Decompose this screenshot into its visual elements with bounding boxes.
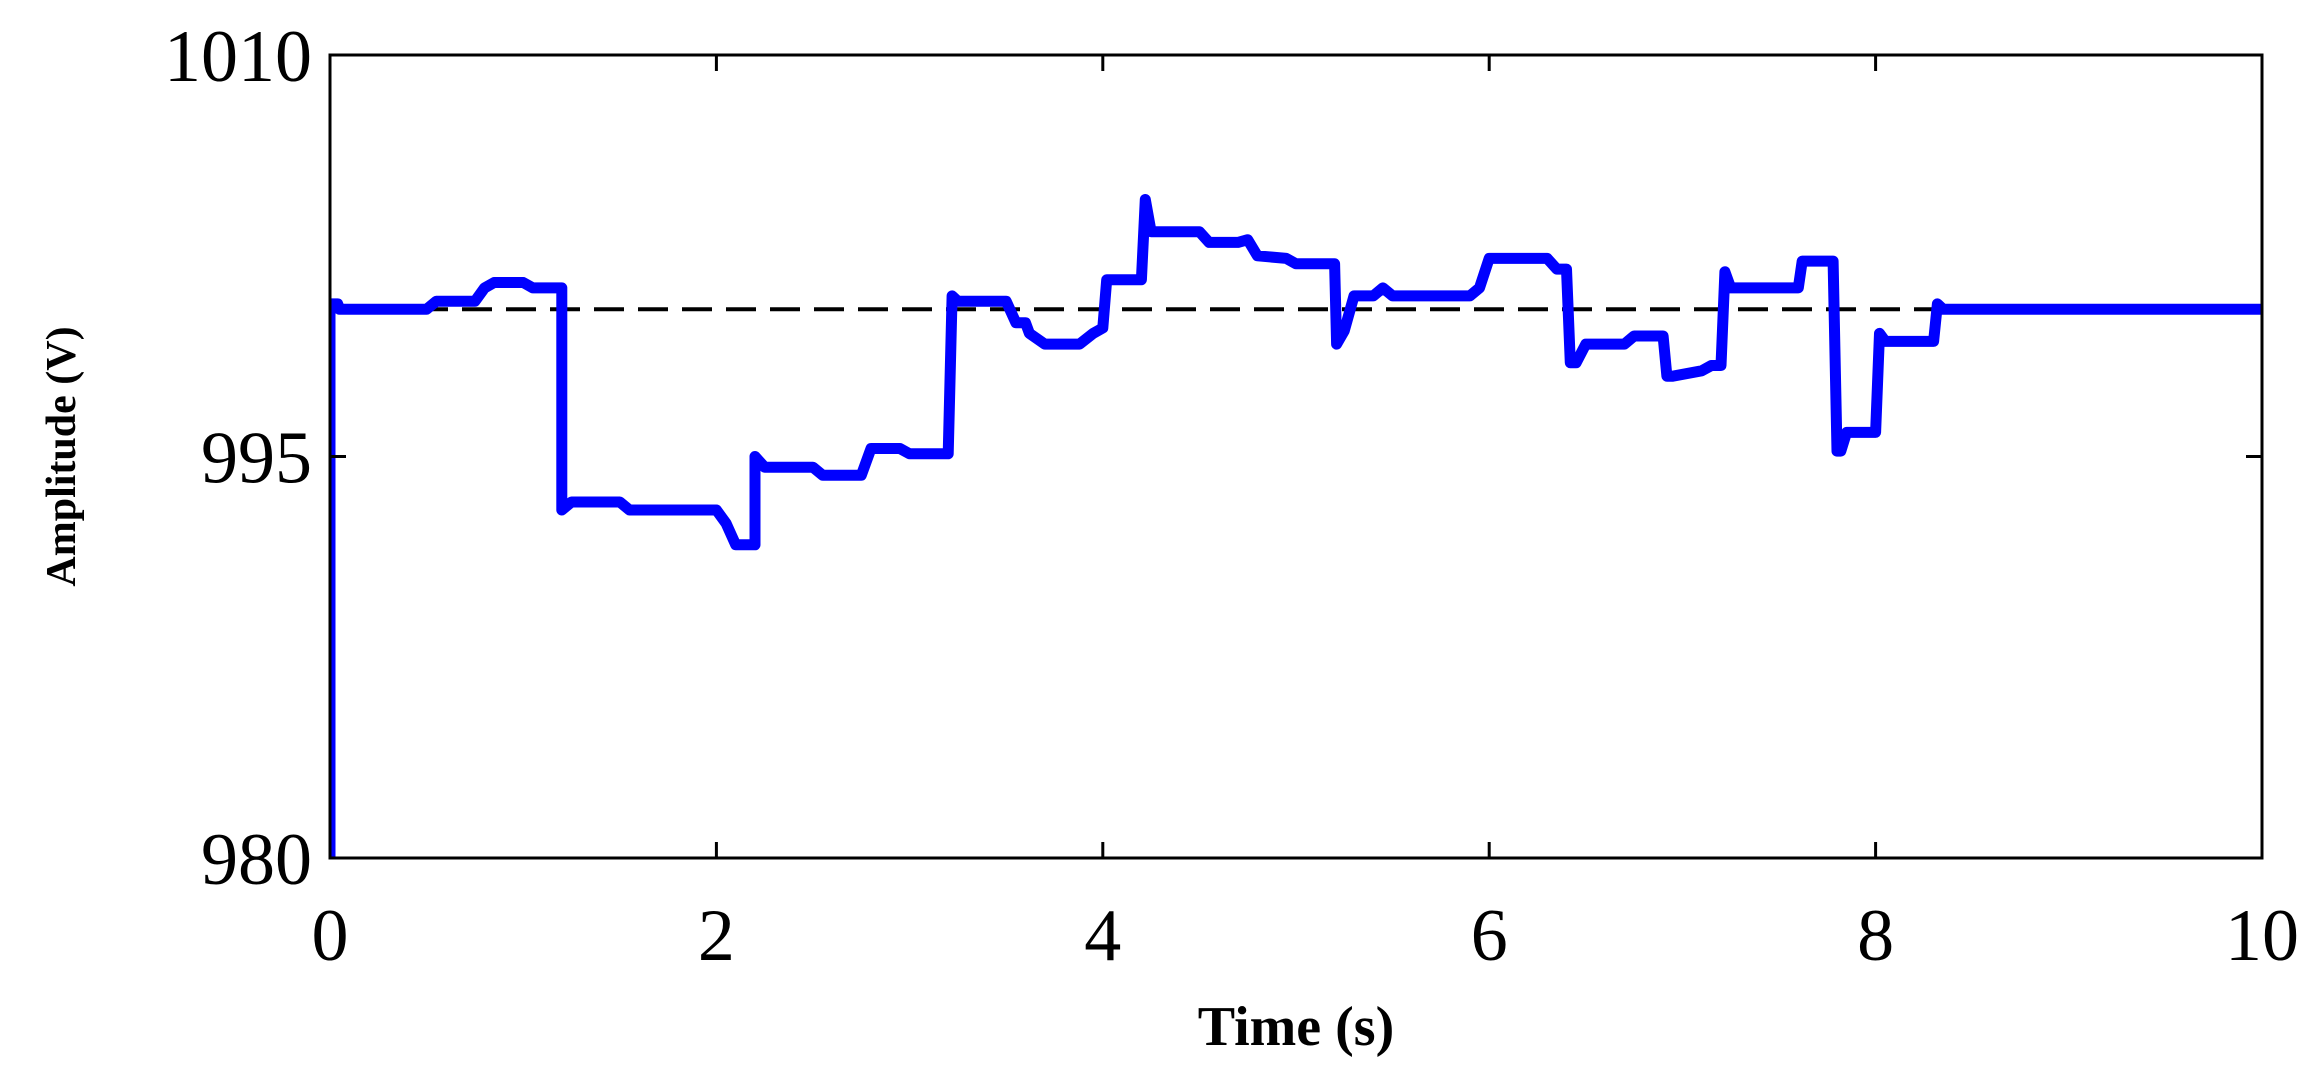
series-line [330, 194, 2262, 858]
x-tick-label: 8 [1857, 895, 1894, 977]
y-axis-label: Amplitude (V) [39, 326, 85, 586]
x-tick-label: 0 [312, 895, 349, 977]
y-tick-label: 1010 [164, 16, 312, 98]
plot-area [330, 55, 2262, 858]
axis-ticks [328, 53, 2264, 860]
x-tick-label: 4 [1084, 895, 1121, 977]
x-tick-label: 6 [1471, 895, 1508, 977]
y-tick-label: 980 [201, 819, 312, 901]
tick-labels: 0 2 4 6 8 10 980 995 1010 [164, 16, 2299, 977]
x-tick-label: 2 [698, 895, 735, 977]
x-axis-label: Time (s) [1198, 996, 1395, 1058]
y-tick-label: 995 [201, 418, 312, 500]
plot-content [330, 194, 2262, 858]
x-tick-label: 10 [2225, 895, 2299, 977]
